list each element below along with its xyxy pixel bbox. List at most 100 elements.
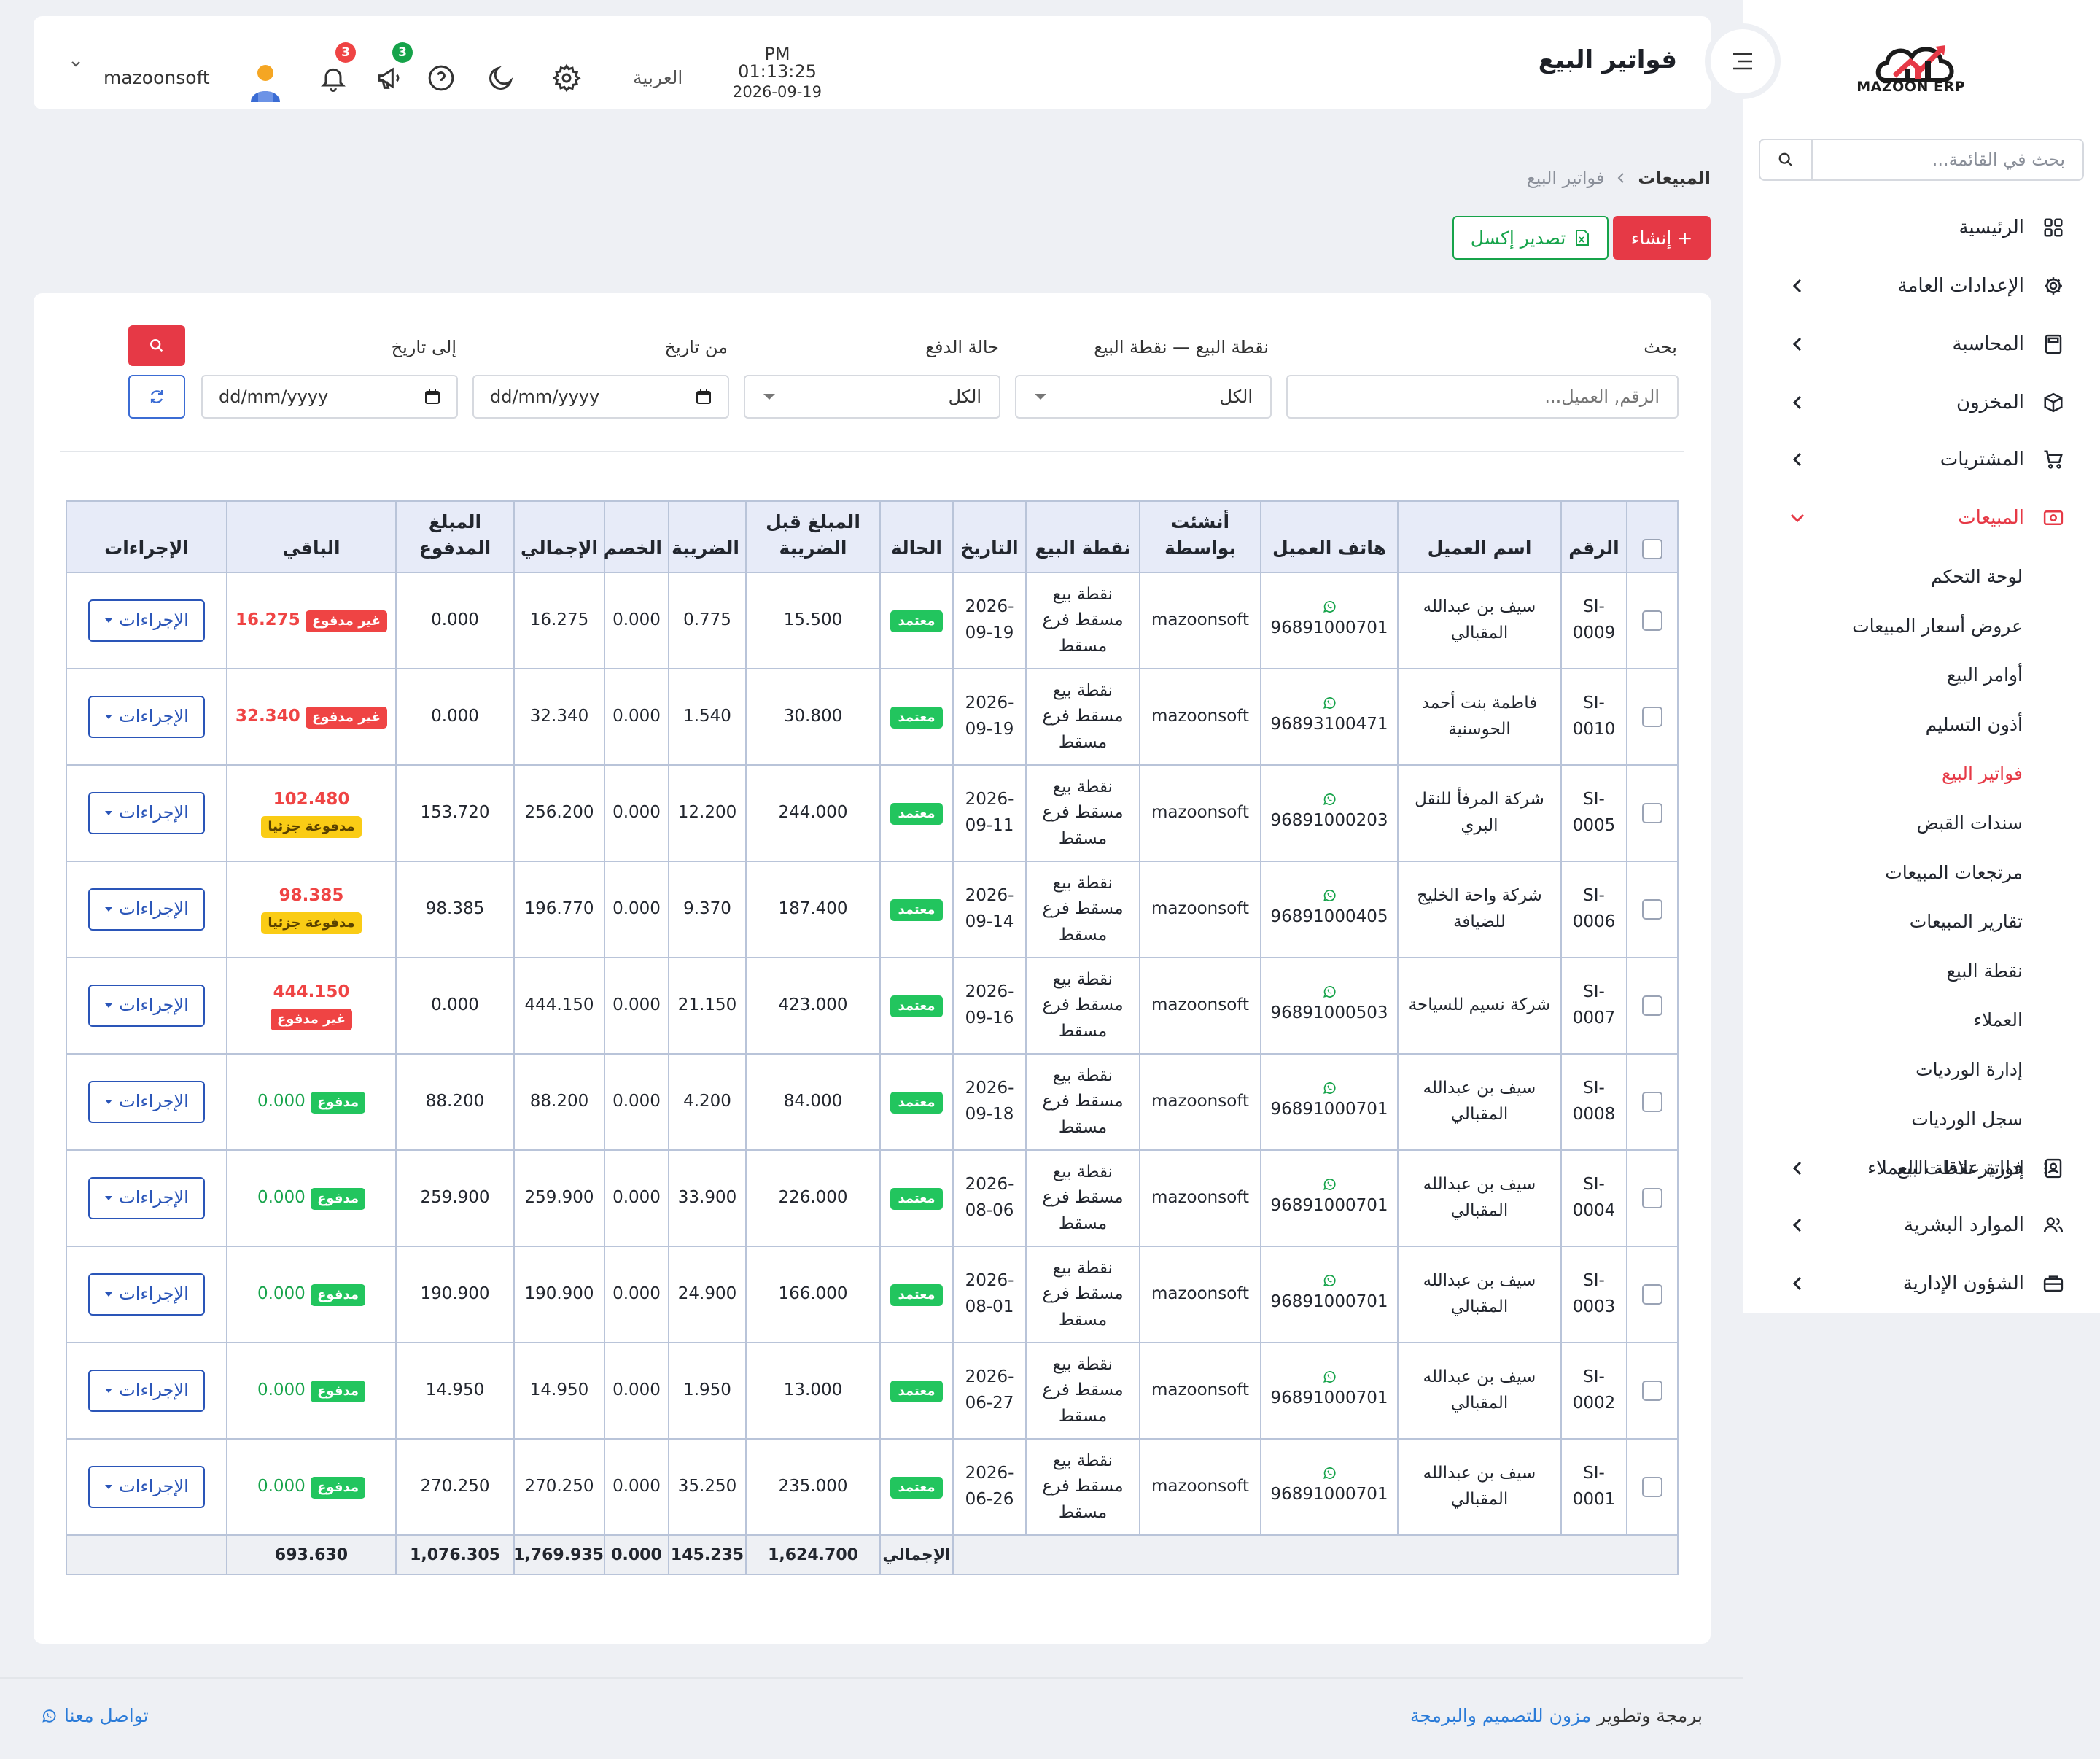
customer-phone-cell[interactable]: 96891000701 [1260,1342,1399,1440]
row-checkbox[interactable] [1642,706,1662,727]
sidebar-item-home[interactable]: الرئيسية [1786,207,2068,248]
customer-phone[interactable]: 96891000503 [1270,1003,1388,1023]
menu-toggle-button[interactable] [1711,29,1775,93]
actions-dropdown-button[interactable]: الإجراءات [88,696,205,738]
sidebar-subitem[interactable]: أوامر البيع [1946,664,2023,686]
search-icon[interactable] [1760,140,1813,179]
col-status[interactable]: الحالة [879,500,954,573]
actions-dropdown-button[interactable]: الإجراءات [88,1466,205,1508]
col-tax[interactable]: الضريبة [668,500,747,573]
customer-phone[interactable]: 96891000405 [1270,907,1388,927]
customer-phone[interactable]: 96891000701 [1270,1292,1388,1312]
whatsapp-icon[interactable] [1322,792,1337,807]
row-select-cell[interactable] [1626,1438,1679,1536]
customer-phone[interactable]: 96891000701 [1270,1485,1388,1504]
customer-phone-cell[interactable]: 96891000503 [1260,957,1399,1055]
sidebar-subitem[interactable]: العملاء [1973,1009,2023,1030]
sidebar-item-general-settings[interactable]: الإعدادات العامة [1786,265,2068,306]
chevron-down-icon[interactable] [70,60,82,69]
customer-phone[interactable]: 96891000701 [1270,618,1388,638]
customer-phone-cell[interactable]: 96891000701 [1260,1053,1399,1151]
col-subtotal[interactable]: المبلغ قبل الضريبة [745,500,881,573]
col-created-by[interactable]: أنشئت بواسطة [1139,500,1261,573]
invoice-number-link[interactable]: SI-0002 [1560,1342,1628,1440]
row-checkbox[interactable] [1642,995,1662,1016]
reset-filters-button[interactable] [128,375,185,419]
sidebar-subitem[interactable]: سجل الورديات [1911,1108,2023,1130]
footer-credit-link[interactable]: مزون للتصميم والبرمجة [1410,1705,1592,1726]
sidebar-item-sales[interactable]: المبيعات [1786,497,2068,538]
invoice-number-link[interactable]: SI-0008 [1560,1053,1628,1151]
row-checkbox[interactable] [1642,610,1662,631]
whatsapp-icon[interactable] [1322,1081,1337,1095]
col-paid[interactable]: المبلغ المدفوع [395,500,515,573]
select-all-checkbox[interactable] [1642,538,1662,559]
sidebar-subitem[interactable]: سندات القبض [1916,812,2023,834]
invoice-number-link[interactable]: SI-0006 [1560,861,1628,958]
col-date[interactable]: التاريخ [952,500,1027,573]
select-all-header[interactable] [1626,500,1679,573]
row-select-cell[interactable] [1626,957,1679,1055]
sidebar-subitem[interactable]: فواتير البيع [1941,762,2023,784]
footer-contact-link[interactable]: تواصل معنا [41,1705,149,1726]
invoice-number-link[interactable]: SI-0001 [1560,1438,1628,1536]
row-select-cell[interactable] [1626,572,1679,669]
customer-phone-cell[interactable]: 96891000701 [1260,1149,1399,1247]
row-select-cell[interactable] [1626,668,1679,766]
username[interactable]: mazoonsoft [104,67,210,88]
whatsapp-icon[interactable] [1322,599,1337,614]
col-customer[interactable]: اسم العميل [1397,500,1562,573]
search-button[interactable] [128,325,185,366]
row-checkbox[interactable] [1642,898,1662,920]
col-remaining[interactable]: الباقي [226,500,397,573]
row-checkbox[interactable] [1642,802,1662,823]
col-number[interactable]: الرقم [1560,500,1628,573]
actions-dropdown-button[interactable]: الإجراءات [88,792,205,834]
col-pos[interactable]: نقطة البيع [1025,500,1140,573]
col-discount[interactable]: الخصم [604,500,669,573]
actions-dropdown-button[interactable]: الإجراءات [88,1370,205,1412]
whatsapp-icon[interactable] [1322,1466,1337,1480]
breadcrumb-sales-link[interactable]: المبيعات [1638,168,1711,188]
sidebar-subitem[interactable]: عروض أسعار المبيعات [1852,615,2023,637]
customer-phone[interactable]: 96891000701 [1270,1196,1388,1216]
customer-phone[interactable]: 96891000203 [1270,811,1388,831]
col-total[interactable]: الإجمالي [513,500,605,573]
customer-phone-cell[interactable]: 96891000701 [1260,1438,1399,1536]
sidebar-subitem[interactable]: إدارة الورديات [1916,1058,2023,1080]
customer-phone-cell[interactable]: 96891000701 [1260,572,1399,669]
row-select-cell[interactable] [1626,1342,1679,1440]
customer-phone-cell[interactable]: 96891000405 [1260,861,1399,958]
customer-phone[interactable]: 96891000701 [1270,1100,1388,1119]
customer-phone-cell[interactable]: 96893100471 [1260,668,1399,766]
invoice-number-link[interactable]: SI-0010 [1560,668,1628,766]
announcements-megaphone-icon[interactable]: 3 [373,42,413,95]
sidebar-search-input[interactable] [1813,140,2082,179]
settings-gear-icon[interactable] [550,61,583,95]
row-select-cell[interactable] [1626,764,1679,862]
whatsapp-icon[interactable] [1322,1370,1337,1384]
invoice-number-link[interactable]: SI-0009 [1560,572,1628,669]
actions-dropdown-button[interactable]: الإجراءات [88,985,205,1027]
customer-phone-cell[interactable]: 96891000203 [1260,764,1399,862]
customer-phone[interactable]: 96893100471 [1270,715,1388,734]
pos-filter-select[interactable]: الكل [1015,375,1272,419]
create-button[interactable]: + إنشاء [1613,216,1711,260]
whatsapp-icon[interactable] [1322,696,1337,710]
payment-status-select[interactable]: الكل [744,375,1000,419]
actions-dropdown-button[interactable]: الإجراءات [88,1273,205,1316]
invoice-number-link[interactable]: SI-0004 [1560,1149,1628,1247]
row-select-cell[interactable] [1626,1053,1679,1151]
invoice-number-link[interactable]: SI-0007 [1560,957,1628,1055]
row-select-cell[interactable] [1626,1149,1679,1247]
row-checkbox[interactable] [1642,1284,1662,1305]
whatsapp-icon[interactable] [1322,985,1337,999]
sidebar-item-crm[interactable]: إدارة علاقات العملاء [1786,1148,2068,1189]
actions-dropdown-button[interactable]: الإجراءات [88,599,205,642]
language-switcher[interactable]: العربية [633,67,683,88]
sidebar-item-hr[interactable]: الموارد البشرية [1786,1205,2068,1246]
actions-dropdown-button[interactable]: الإجراءات [88,888,205,931]
actions-dropdown-button[interactable]: الإجراءات [88,1081,205,1123]
invoice-number-link[interactable]: SI-0003 [1560,1246,1628,1343]
row-checkbox[interactable] [1642,1476,1662,1497]
